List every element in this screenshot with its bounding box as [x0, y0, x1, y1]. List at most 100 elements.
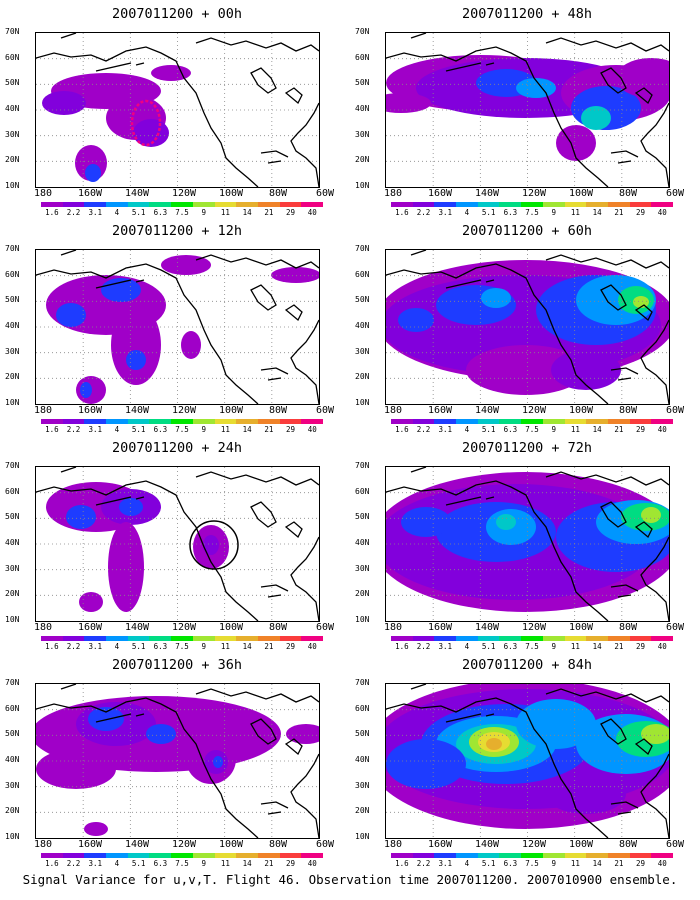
variance-contour: [151, 65, 191, 81]
lon-tick-label: 140W: [474, 405, 500, 416]
lon-tick-label: 80W: [268, 622, 288, 633]
colorbar-level-label: 7.5: [175, 425, 189, 434]
variance-contour: [42, 91, 86, 115]
colorbar-level-label: 14: [242, 425, 252, 434]
colorbar-level-label: 29: [286, 859, 296, 868]
lat-tick-label: 70N: [355, 244, 370, 253]
variance-contour: [101, 278, 141, 302]
colorbar-level-label: 9: [551, 642, 556, 651]
colorbar-level-label: 7.5: [525, 208, 539, 217]
panel-title: 2007011200 + 72h: [461, 440, 593, 456]
variance-field: [386, 33, 669, 187]
colorbar-swatch: [214, 419, 237, 424]
variance-contour: [401, 507, 451, 537]
colorbar-level-label: 2.2: [416, 859, 431, 868]
colorbar-swatch: [171, 853, 193, 858]
colorbar-level-label: 5.1: [481, 208, 496, 217]
colorbar-swatch: [542, 853, 565, 858]
colorbar-level-label: 29: [636, 642, 646, 651]
colorbar-swatch: [456, 419, 478, 424]
lat-tick-label: 70N: [5, 244, 20, 253]
coastline: [386, 467, 669, 621]
colorbar-swatch: [651, 419, 673, 424]
map-area: [35, 683, 320, 839]
lat-tick-label: 30N: [5, 129, 20, 139]
map-panel: 2007011200 + 12h 70N 60N 50N 40N 30N 20N 10N 180…: [5, 220, 345, 435]
colorbar-swatch: [607, 202, 630, 207]
colorbar-level-label: 11: [220, 642, 230, 651]
colorbar-level-label: 40: [657, 425, 667, 434]
map-panel: 2007011200 + 36h 70N 60N 50N 40N 30N 20N 10N 180…: [5, 654, 345, 869]
colorbar-swatch: [391, 202, 413, 207]
lat-tick-label: 10N: [5, 398, 20, 407]
colorbar: [391, 202, 673, 207]
lon-tick-label: 60W: [315, 188, 335, 199]
lon-tick-label: 60W: [665, 188, 685, 199]
colorbar-level-label: 4: [114, 642, 120, 651]
colorbar-level-label: 5.1: [481, 642, 496, 651]
lat-tick-label: 20N: [5, 155, 20, 165]
colorbar-swatch: [192, 419, 215, 424]
colorbar-level-label: 7.5: [175, 642, 189, 651]
colorbar-swatch: [257, 853, 280, 858]
lat-tick-label: 30N: [355, 346, 370, 356]
lat-tick-label: 20N: [5, 372, 20, 382]
lat-tick-label: 60N: [355, 486, 370, 496]
colorbar-level-label: 4: [464, 642, 470, 651]
lon-tick-label: 60W: [315, 622, 335, 633]
lat-tick-label: 40N: [5, 321, 20, 330]
colorbar-level-label: 6.3: [503, 859, 518, 868]
colorbar: [391, 636, 673, 641]
colorbar-swatch: [84, 419, 107, 424]
colorbar-level-label: 21: [614, 425, 624, 434]
figure-caption: Signal Variance for u,v,T. Flight 46. Ob…: [22, 872, 678, 887]
colorbar-level-label: 2.2: [66, 859, 81, 868]
colorbar-swatch: [521, 419, 543, 424]
lat-tick-label: 30N: [5, 346, 20, 356]
coastline: [386, 250, 669, 404]
colorbar-level-label: 29: [636, 208, 646, 217]
map-area: [35, 32, 320, 188]
colorbar-swatch: [149, 419, 172, 424]
lon-tick-label: 160W: [427, 188, 453, 199]
map-area: [385, 466, 670, 622]
lon-tick-label: 80W: [618, 405, 638, 416]
colorbar-swatch: [84, 636, 107, 641]
lon-tick-label: 80W: [618, 839, 638, 850]
colorbar-swatch: [301, 853, 323, 858]
colorbar-level-label: 9: [201, 859, 206, 868]
lon-tick-label: 120W: [171, 188, 197, 199]
lon-tick-label: 60W: [665, 839, 685, 850]
lon-tick-label: 180: [33, 405, 53, 416]
coastline: [386, 684, 669, 838]
colorbar-level-label: 21: [614, 208, 624, 217]
lat-tick-label: 40N: [5, 755, 20, 764]
colorbar-swatch: [651, 853, 673, 858]
colorbar-swatch: [41, 853, 63, 858]
lon-tick-label: 140W: [124, 188, 150, 199]
lon-tick-label: 140W: [474, 622, 500, 633]
lat-tick-label: 40N: [355, 104, 370, 113]
variance-contour: [126, 350, 146, 370]
colorbar-swatch: [456, 853, 478, 858]
colorbar-swatch: [171, 202, 193, 207]
colorbar-swatch: [564, 853, 587, 858]
panel-title: 2007011200 + 60h: [461, 223, 593, 239]
lon-tick-label: 60W: [665, 622, 685, 633]
colorbar-level-label: 40: [307, 859, 317, 868]
colorbar-level-label: 40: [657, 642, 667, 651]
colorbar-swatch: [236, 636, 258, 641]
variance-field: [36, 33, 319, 187]
coastline: [36, 33, 319, 187]
colorbar-level-label: 3.1: [88, 642, 103, 651]
variance-contour: [386, 739, 466, 789]
lat-tick-label: 60N: [5, 52, 20, 62]
coastline: [36, 684, 319, 838]
lon-tick-label: 100W: [568, 839, 594, 850]
lon-tick-label: 180: [33, 622, 53, 633]
colorbar-swatch: [171, 636, 193, 641]
colorbar-swatch: [542, 636, 565, 641]
lon-tick-label: 120W: [521, 188, 547, 199]
colorbar-level-label: 9: [201, 642, 206, 651]
variance-contour: [111, 305, 161, 385]
